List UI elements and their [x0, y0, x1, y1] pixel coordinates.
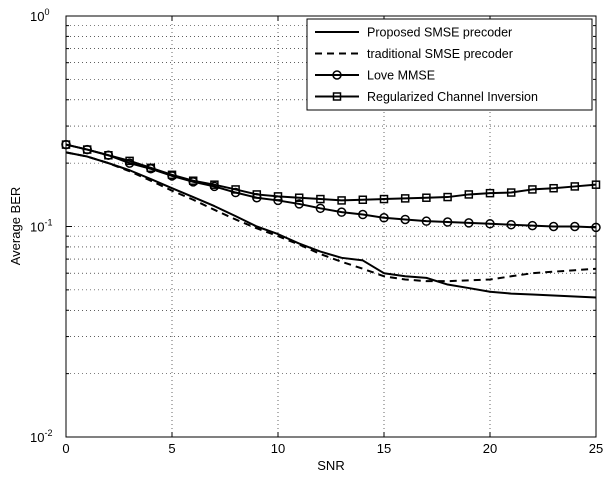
legend-entry: Regularized Channel Inversion	[315, 90, 538, 104]
data-point	[188, 176, 198, 185]
data-point	[485, 219, 495, 229]
series-1	[65, 151, 597, 299]
data-point	[316, 194, 325, 204]
x-tick-label: 15	[377, 441, 391, 456]
axis-labels: SNR Average BER	[8, 187, 345, 473]
data-point	[506, 219, 516, 230]
data-point	[570, 182, 580, 191]
data-point	[125, 156, 134, 166]
data-point	[464, 190, 474, 199]
data-point	[464, 218, 474, 228]
x-axis-label: SNR	[317, 458, 344, 473]
data-point	[336, 207, 347, 217]
data-point	[528, 185, 537, 194]
series-line	[65, 151, 597, 299]
data-point	[400, 214, 410, 225]
data-point	[358, 195, 368, 204]
legend-marker	[332, 92, 342, 101]
legend-label: traditional SMSE precoder	[367, 47, 513, 61]
x-tick-label: 10	[271, 441, 285, 456]
legend-entry: traditional SMSE precoder	[315, 47, 513, 61]
data-point	[421, 216, 432, 226]
data-point	[443, 192, 452, 202]
data-point	[231, 185, 240, 194]
data-point	[294, 199, 304, 209]
x-tick-label: 5	[168, 441, 175, 456]
data-point	[549, 183, 558, 193]
data-point	[506, 188, 516, 197]
legend-entry: Love MMSE	[315, 69, 435, 83]
legend-label: Love MMSE	[367, 69, 435, 83]
data-point	[337, 196, 346, 205]
data-point	[315, 203, 326, 214]
data-point	[104, 151, 113, 160]
legend: Proposed SMSE precoder traditional SMSE p…	[306, 18, 593, 111]
data-point	[527, 220, 538, 231]
x-tick-label: 20	[483, 441, 497, 456]
plot-series	[61, 139, 601, 299]
legend-marker	[332, 70, 342, 80]
data-point	[167, 170, 177, 180]
x-tick-label: 0	[62, 441, 69, 456]
legend-label: Regularized Channel Inversion	[367, 90, 538, 104]
data-point	[485, 188, 495, 198]
x-tick-label: 25	[589, 441, 603, 456]
data-point	[82, 145, 92, 154]
legend-box	[306, 18, 593, 111]
data-point	[548, 221, 559, 232]
data-point	[273, 192, 283, 201]
data-point	[294, 193, 304, 202]
data-point	[379, 213, 389, 223]
legend-label: Proposed SMSE precoder	[367, 26, 512, 40]
data-point	[400, 194, 410, 203]
data-point	[442, 217, 453, 227]
data-point	[252, 190, 262, 199]
legend-entry: Proposed SMSE precoder	[315, 26, 512, 40]
data-point	[146, 163, 156, 173]
data-point	[570, 221, 580, 232]
y-axis-label: Average BER	[8, 187, 23, 266]
data-point	[422, 193, 431, 202]
data-point	[379, 194, 389, 204]
data-point	[358, 209, 368, 220]
data-point	[210, 180, 219, 189]
series-4	[61, 140, 601, 205]
